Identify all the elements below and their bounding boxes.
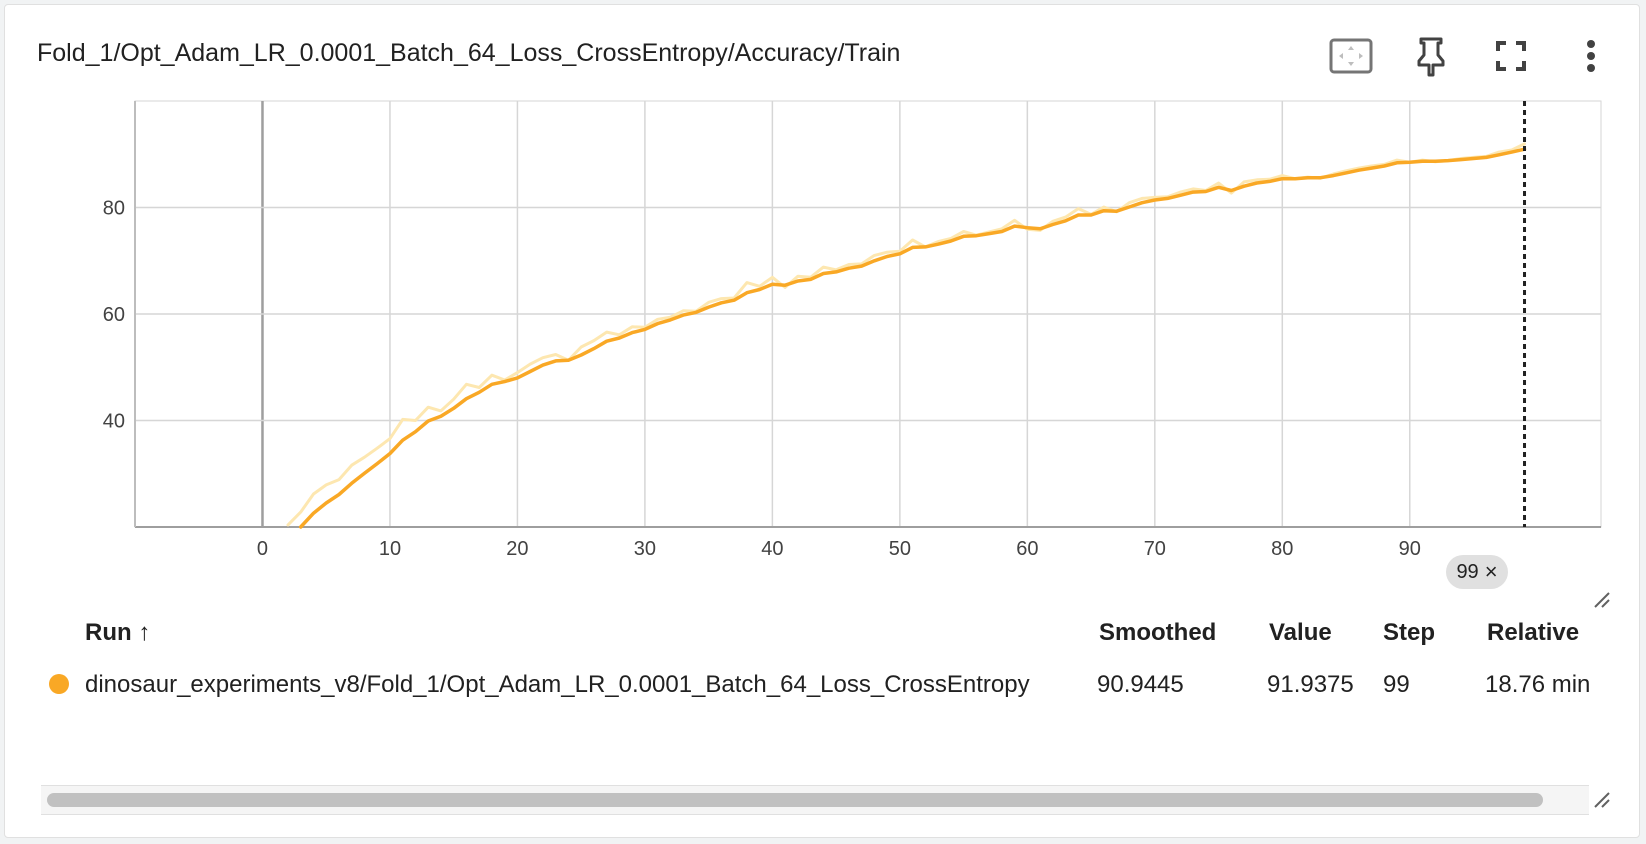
fit-to-data-button[interactable] — [1323, 31, 1379, 81]
accuracy-line-chart[interactable]: 0 10 20 30 40 50 60 70 80 90 40 60 80 — [5, 5, 1641, 605]
y-tick-label: 60 — [103, 304, 125, 326]
more-options-button[interactable] — [1563, 31, 1619, 81]
run-color-dot — [49, 674, 69, 694]
resize-handle-icon[interactable] — [1593, 791, 1611, 809]
x-tick-label: 30 — [634, 538, 656, 560]
scalar-card: Fold_1/Opt_Adam_LR_0.0001_Batch_64_Loss_… — [4, 4, 1640, 838]
smoothed-series-line — [298, 147, 1527, 529]
col-header-run[interactable]: Run ↑ — [85, 619, 151, 646]
cursor-step-chip[interactable]: 99 × — [1446, 555, 1508, 589]
relative-time: 18.76 min — [1485, 671, 1591, 698]
resize-handle-icon[interactable] — [1593, 591, 1611, 609]
x-tick-label: 80 — [1271, 538, 1293, 560]
y-tick-label: 80 — [103, 198, 125, 220]
smoothed-value: 90.9445 — [1097, 671, 1184, 698]
fullscreen-button[interactable] — [1483, 31, 1539, 81]
x-tick-label: 90 — [1399, 538, 1421, 560]
x-tick-label: 20 — [506, 538, 528, 560]
col-header-relative[interactable]: Relative — [1487, 619, 1580, 646]
fullscreen-icon — [1496, 41, 1526, 71]
cursor-step-label: 99 — [1456, 560, 1479, 583]
x-tick-label: 40 — [761, 538, 783, 560]
card-toolbar — [1323, 31, 1619, 81]
raw-value: 91.9375 — [1267, 671, 1354, 698]
fit-to-data-icon — [1329, 38, 1373, 74]
col-header-value[interactable]: Value — [1269, 619, 1332, 646]
x-tick-label: 60 — [1016, 538, 1038, 560]
close-icon[interactable]: × — [1484, 559, 1498, 584]
col-header-step[interactable]: Step — [1383, 619, 1436, 646]
x-tick-label: 0 — [257, 538, 268, 560]
col-header-smoothed[interactable]: Smoothed — [1099, 619, 1217, 646]
y-tick-label: 40 — [103, 411, 125, 433]
more-vert-icon — [1587, 40, 1595, 72]
x-tick-label: 10 — [379, 538, 401, 560]
card-title: Fold_1/Opt_Adam_LR_0.0001_Batch_64_Loss_… — [37, 39, 901, 67]
x-tick-label: 70 — [1144, 538, 1166, 560]
scrollbar-thumb[interactable] — [47, 793, 1543, 807]
x-tick-label: 50 — [889, 538, 911, 560]
pin-button[interactable] — [1403, 31, 1459, 81]
run-name: dinosaur_experiments_v8/Fold_1/Opt_Adam_… — [85, 671, 1030, 698]
pin-icon — [1417, 37, 1445, 77]
step-value: 99 — [1383, 671, 1410, 698]
horizontal-scrollbar[interactable] — [41, 785, 1589, 815]
